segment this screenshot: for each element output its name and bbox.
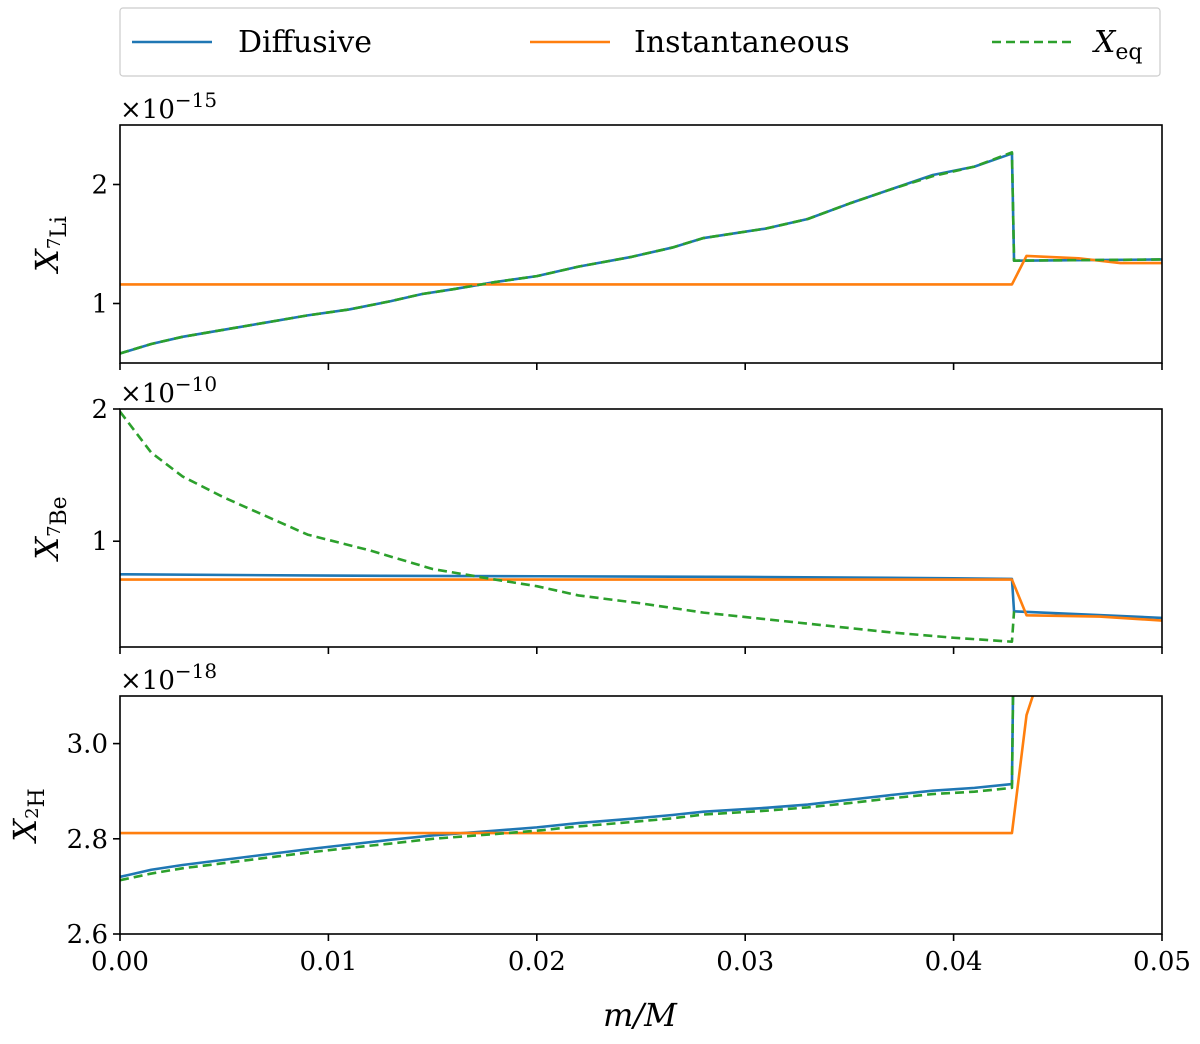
panel-li7-ylabel-sub: Li <box>47 216 72 238</box>
panel-be7-ylabel-sup: 7 <box>44 525 65 536</box>
legend-frame <box>119 7 1161 77</box>
legend-label-instantaneous: Instantaneous <box>634 25 850 60</box>
panel-h-frame <box>119 695 1163 935</box>
xtick-label-4: 0.04 <box>925 947 983 977</box>
panel-be-frame <box>119 408 1163 648</box>
xtick-label-1: 0.01 <box>299 947 357 977</box>
xtick-label-0: 0.00 <box>91 947 149 977</box>
panel-h2: ×10−18 X2H 2.6 2.8 3.0 0.00 0.01 0.02 0.03 0.04… <box>6 659 1191 977</box>
panel-be7-offset-base: ×10 <box>120 379 175 409</box>
xtick-label-3: 0.03 <box>716 947 774 977</box>
legend-label-xeq: Xeq <box>1092 25 1142 65</box>
legend: Diffusive Instantaneous Xeq <box>119 7 1161 77</box>
panel-li-ytick-label-1: 2 <box>91 171 108 201</box>
panel-h2-ylabel-sub: H <box>25 788 50 807</box>
panel-be-series-group <box>120 410 1162 644</box>
panel-li-series-xeq <box>120 151 1162 355</box>
panel-li-series-group <box>120 151 1162 355</box>
panel-li7-offset-base: ×10 <box>120 95 175 125</box>
panel-h-ytick-label-0: 2.6 <box>67 920 108 950</box>
panel-be-ytick-label-1: 2 <box>91 395 108 425</box>
panel-h-series-group <box>120 696 1035 882</box>
panel-be7-ylabel-main: X <box>28 536 66 563</box>
panel-li7-ylabel: X7Li <box>28 216 72 275</box>
panel-be-series-diffusive <box>120 572 1162 620</box>
panel-h2-offset: ×10−18 <box>120 659 217 696</box>
panel-be-ytick-label-0: 1 <box>91 527 108 557</box>
panel-h2-ylabel-main: X <box>6 818 44 845</box>
panel-h-ytick-label-2: 3.0 <box>67 730 108 760</box>
panel-li7-offset: ×10−15 <box>120 88 217 125</box>
panel-h2-ylabel: X2H <box>6 788 50 844</box>
panel-h-series-xeq <box>120 696 1015 882</box>
panel-li-ytick-label-0: 1 <box>91 290 108 320</box>
xtick-label-5: 0.05 <box>1133 947 1191 977</box>
legend-label-diffusive: Diffusive <box>238 25 372 60</box>
panel-li7-ylabel-sup: 7 <box>44 238 65 249</box>
panel-li7: ×10−15 X7Li 1 2 <box>28 88 1163 370</box>
panel-li-series-instantaneous <box>120 254 1162 286</box>
panel-be7-ylabel-sub: Be <box>47 496 72 525</box>
xtick-label-2: 0.02 <box>508 947 566 977</box>
panel-li-frame <box>119 124 1163 364</box>
panel-h-series-instantaneous <box>120 696 1035 835</box>
panel-li7-offset-exp: −15 <box>175 88 217 112</box>
panel-h2-offset-base: ×10 <box>120 666 175 696</box>
legend-label-xeq-sub: eq <box>1115 40 1142 65</box>
panel-h-series-diffusive <box>120 696 1015 879</box>
panel-be7-ylabel: X7Be <box>28 496 72 562</box>
panel-h-ytick-label-1: 2.8 <box>67 825 108 855</box>
panel-h2-offset-exp: −18 <box>175 659 217 683</box>
panel-be-series-instantaneous <box>120 578 1162 622</box>
panel-li-series-diffusive <box>120 152 1162 355</box>
panel-li7-ylabel-main: X <box>28 248 66 275</box>
panel-be7-offset-exp: −10 <box>175 372 217 396</box>
panel-be-series-xeq <box>120 410 1016 644</box>
x-axis-label: m/M <box>603 996 678 1034</box>
panel-be7-offset: ×10−10 <box>120 372 217 409</box>
panel-h2-ylabel-sup: 2 <box>22 807 43 818</box>
legend-label-xeq-main: X <box>1092 25 1117 60</box>
panel-be7: ×10−10 X7Be 1 2 <box>28 372 1163 654</box>
